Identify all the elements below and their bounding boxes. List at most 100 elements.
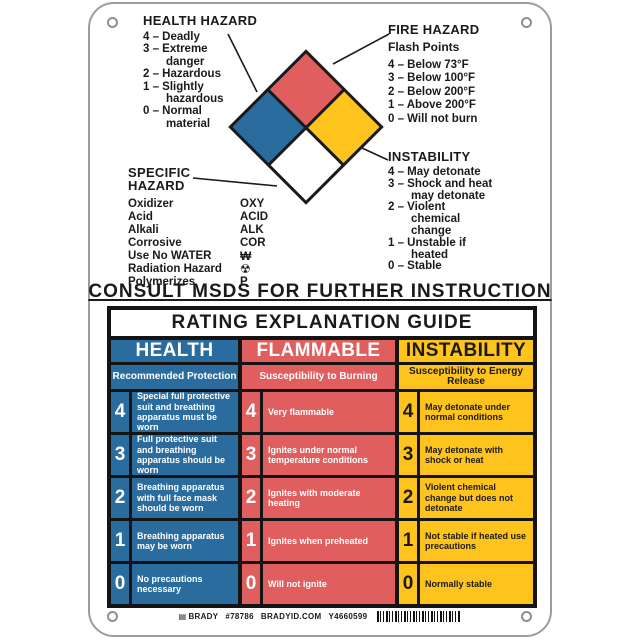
health-item: 0 – Normal bbox=[143, 105, 202, 118]
health-hazard-title: HEALTH HAZARD bbox=[143, 13, 258, 28]
rating-number: 3 bbox=[242, 435, 260, 475]
specific-name: Use No WATER bbox=[128, 250, 212, 262]
flammable-column: FLAMMABLE Susceptibility to Burning 4 Ve… bbox=[242, 340, 395, 604]
specific-name: Polymerizes bbox=[128, 276, 196, 288]
part-number: #78786 bbox=[225, 611, 254, 621]
table-row: 4 Special full protective suit and breat… bbox=[111, 391, 238, 432]
health-item: 2 – Hazardous bbox=[143, 68, 221, 81]
table-row: 3 Ignites under normal temperature condi… bbox=[242, 435, 395, 475]
rating-description: Will not ignite bbox=[263, 564, 395, 604]
instability-column: INSTABILITY Susceptibility to Energy Rel… bbox=[399, 340, 533, 604]
table-row: 3 Full protective suit and breathing app… bbox=[111, 434, 238, 475]
radiation-icon: ☢ bbox=[240, 262, 251, 276]
specific-hazard-table: Oxidizer OXY Acid ACID Alkali ALK Corros… bbox=[128, 198, 268, 289]
rating-number: 2 bbox=[242, 478, 260, 518]
rating-number: 1 bbox=[242, 521, 260, 561]
rating-number: 3 bbox=[399, 435, 417, 475]
instability-item-cont: chemical bbox=[411, 213, 461, 226]
table-row: 2 Ignites with moderate heating bbox=[242, 478, 395, 518]
fire-item: 4 – Below 73°F bbox=[388, 59, 469, 71]
health-hazard-legend: HEALTH HAZARD 4 – Deadly 3 – Extreme dan… bbox=[143, 13, 257, 130]
instability-item: 1 – Unstable if bbox=[388, 236, 466, 249]
fire-item: 2 – Below 200°F bbox=[388, 85, 476, 98]
mounting-hole-top-left bbox=[107, 17, 118, 28]
flammable-column-subheader: Susceptibility to Burning bbox=[242, 365, 395, 389]
mounting-hole-bottom-right bbox=[521, 611, 532, 622]
specific-name: Oxidizer bbox=[128, 198, 174, 210]
rating-description: Very flammable bbox=[263, 392, 395, 432]
table-row: 0 No precautions necessary bbox=[111, 564, 238, 604]
flammable-column-header: FLAMMABLE bbox=[242, 340, 395, 362]
rating-description: Normally stable bbox=[420, 564, 533, 604]
specific-code: ACID bbox=[240, 211, 269, 223]
brady-info-line: ▤ BRADY #78786 BRADYID.COM Y4660599 bbox=[179, 612, 368, 621]
rating-description: Ignites with moderate heating bbox=[263, 478, 395, 518]
instability-item: 0 – Stable bbox=[388, 260, 442, 273]
specific-code: OXY bbox=[240, 198, 265, 210]
specific-name: Alkali bbox=[128, 224, 159, 236]
specific-hazard-legend: SPECIFIC HAZARD Oxidizer OXY Acid ACID A… bbox=[128, 166, 268, 289]
table-row: 3 May detonate with shock or heat bbox=[399, 435, 533, 475]
fire-item: 0 – Will not burn bbox=[388, 112, 478, 125]
instability-legend: INSTABILITY 4 – May detonate 3 – Shock a… bbox=[388, 149, 492, 273]
specific-hazard-title: SPECIFIC HAZARD bbox=[128, 165, 191, 193]
guide-grid: HEALTH Recommended Protection 4 Special … bbox=[111, 340, 533, 604]
fire-hazard-legend: FIRE HAZARD Flash Points 4 – Below 73°F … bbox=[388, 22, 479, 126]
table-row: 0 Normally stable bbox=[399, 564, 533, 604]
health-item-cont: material bbox=[166, 117, 211, 130]
instability-item-cont: may detonate bbox=[411, 189, 486, 202]
specific-code: COR bbox=[240, 237, 266, 249]
rating-description: Special full protective suit and breathi… bbox=[132, 391, 238, 432]
instability-item: 2 – Violent bbox=[388, 201, 446, 214]
health-column-subheader: Recommended Protection bbox=[111, 365, 238, 389]
instability-item: 3 – Shock and heat bbox=[388, 177, 493, 190]
specific-name: Acid bbox=[128, 211, 153, 223]
table-row: 1 Not stable if heated use precautions bbox=[399, 521, 533, 561]
consult-msds-heading: CONSULT MSDS FOR FURTHER INSTRUCTION bbox=[88, 281, 552, 302]
health-column-header: HEALTH bbox=[111, 340, 238, 362]
table-row: 1 Breathing apparatus may be worn bbox=[111, 521, 238, 561]
instability-item-cont: heated bbox=[411, 248, 449, 261]
fire-hazard-title: FIRE HAZARD bbox=[388, 22, 480, 37]
rating-number: 0 bbox=[111, 564, 129, 604]
rating-number: 4 bbox=[242, 392, 260, 432]
fire-item: 3 – Below 100°F bbox=[388, 72, 476, 85]
rating-number: 1 bbox=[399, 521, 417, 561]
rating-number: 2 bbox=[111, 478, 129, 518]
rating-description: Full protective suit and breathing appar… bbox=[132, 434, 238, 475]
rating-description: No precautions necessary bbox=[132, 564, 238, 604]
table-row: 0 Will not ignite bbox=[242, 564, 395, 604]
rating-number: 0 bbox=[242, 564, 260, 604]
no-water-icon: ₩ bbox=[240, 249, 252, 263]
health-item: 3 – Extreme bbox=[143, 43, 208, 56]
rating-number: 0 bbox=[399, 564, 417, 604]
rating-number: 1 bbox=[111, 521, 129, 561]
health-item-cont: hazardous bbox=[166, 93, 224, 106]
fire-hazard-subtitle: Flash Points bbox=[388, 40, 460, 54]
rating-number: 4 bbox=[399, 392, 417, 432]
rating-description: Breathing apparatus with full face mask … bbox=[132, 478, 238, 518]
rating-description: Ignites when preheated bbox=[263, 521, 395, 561]
rating-number: 4 bbox=[111, 392, 129, 432]
table-row: 4 May detonate under normal conditions bbox=[399, 392, 533, 432]
rating-description: Ignites under normal temperature conditi… bbox=[263, 435, 395, 475]
rating-description: Not stable if heated use precautions bbox=[420, 521, 533, 561]
table-row: 1 Ignites when preheated bbox=[242, 521, 395, 561]
website: BRADYID.COM bbox=[260, 611, 322, 621]
rating-number: 2 bbox=[399, 478, 417, 518]
instability-title: INSTABILITY bbox=[388, 149, 471, 164]
rating-description: Violent chemical change but does not det… bbox=[420, 478, 533, 518]
brand-name: BRADY bbox=[188, 611, 219, 621]
rating-description: May detonate with shock or heat bbox=[420, 435, 533, 475]
rating-description: May detonate under normal conditions bbox=[420, 392, 533, 432]
table-row: 2 Violent chemical change but does not d… bbox=[399, 478, 533, 518]
specific-name: Corrosive bbox=[128, 237, 182, 249]
instability-item-cont: change bbox=[411, 224, 452, 237]
rating-number: 3 bbox=[111, 435, 129, 475]
specific-code: P bbox=[240, 276, 248, 288]
rating-explanation-guide: RATING EXPLANATION GUIDE HEALTH Recommen… bbox=[107, 306, 537, 608]
footer-strip: ▤ BRADY #78786 BRADYID.COM Y4660599 bbox=[88, 608, 552, 624]
guide-title: RATING EXPLANATION GUIDE bbox=[111, 310, 533, 336]
mounting-hole-top-right bbox=[521, 17, 532, 28]
barcode bbox=[377, 610, 462, 622]
